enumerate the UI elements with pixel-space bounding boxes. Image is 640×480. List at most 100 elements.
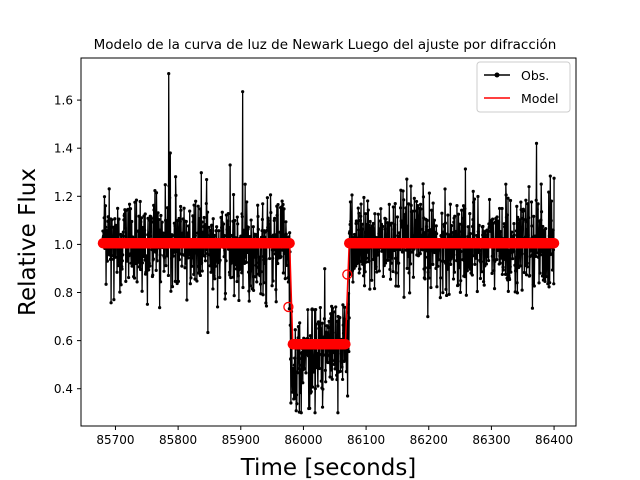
obs-point [434, 232, 439, 236]
obs-point [230, 251, 234, 256]
obs-point [486, 233, 490, 237]
obs-point [356, 259, 360, 264]
obs-point [533, 234, 537, 238]
obs-point [524, 220, 528, 224]
obs-point [530, 306, 535, 310]
obs-point [504, 193, 508, 197]
obs-point [455, 203, 459, 208]
obs-point [362, 195, 366, 200]
obs-point [138, 267, 143, 272]
obs-point [444, 261, 448, 265]
obs-point [441, 230, 445, 234]
obs-point [207, 225, 211, 230]
obs-point [396, 284, 400, 288]
obs-point [284, 232, 288, 236]
obs-point [391, 205, 395, 209]
obs-point [502, 225, 507, 229]
obs-point [236, 274, 240, 278]
model-transition-point [342, 269, 353, 280]
obs-point [401, 226, 405, 230]
obs-point [248, 234, 252, 239]
obs-point [248, 269, 253, 273]
obs-point [506, 196, 510, 200]
obs-point [330, 306, 335, 310]
obs-point [148, 264, 152, 268]
obs-point [266, 216, 270, 220]
obs-point [272, 248, 276, 252]
obs-point [324, 380, 328, 384]
obs-point [529, 200, 534, 204]
obs-point [502, 222, 506, 226]
obs-point [477, 248, 482, 253]
obs-point [349, 219, 353, 224]
obs-point [283, 277, 287, 281]
obs-point [468, 267, 472, 271]
obs-point [475, 233, 479, 238]
obs-point [372, 227, 376, 231]
obs-point [514, 229, 519, 233]
obs-point [348, 222, 352, 227]
obs-point [504, 182, 508, 186]
obs-point [264, 257, 268, 261]
obs-point [192, 272, 196, 276]
obs-point [250, 248, 254, 252]
obs-point [418, 252, 422, 256]
obs-point [497, 206, 502, 211]
obs-point [481, 224, 485, 229]
obs-point [403, 215, 407, 219]
obs-point [354, 219, 358, 223]
obs-point [166, 273, 171, 278]
obs-point [550, 268, 555, 272]
obs-point [463, 207, 467, 211]
obs-point [416, 222, 420, 227]
obs-point [306, 308, 310, 312]
obs-point [425, 218, 429, 223]
obs-point [169, 289, 173, 293]
obs-point [216, 251, 220, 255]
obs-point [381, 224, 385, 229]
obs-point [399, 222, 404, 226]
obs-point [108, 249, 112, 253]
obs-point [458, 222, 462, 226]
obs-point [515, 204, 519, 208]
obs-point [447, 233, 452, 237]
obs-point [158, 228, 162, 232]
obs-point [261, 293, 265, 297]
obs-point [115, 225, 119, 229]
obs-point [111, 225, 116, 229]
obs-point [323, 335, 327, 339]
obs-point [366, 208, 370, 212]
obs-point [266, 225, 270, 230]
obs-point [377, 269, 381, 273]
obs-point [466, 249, 470, 254]
obs-point [397, 261, 401, 265]
obs-point [514, 255, 518, 260]
obs-point [187, 230, 191, 235]
obs-point [255, 265, 259, 269]
obs-point [226, 219, 230, 223]
obs-point [516, 215, 520, 219]
obs-point [359, 214, 363, 218]
obs-point [540, 274, 545, 278]
obs-point [315, 363, 320, 368]
obs-point [419, 202, 423, 206]
obs-point [495, 257, 499, 262]
obs-point [139, 216, 144, 220]
obs-point [162, 269, 166, 273]
obs-point [429, 285, 433, 290]
x-tick-label: 86100 [347, 433, 385, 447]
obs-point [498, 229, 503, 234]
obs-point [279, 212, 284, 216]
obs-point [379, 207, 383, 211]
obs-point [258, 282, 263, 286]
obs-point [123, 234, 128, 239]
obs-point [386, 258, 390, 262]
obs-point [119, 283, 123, 287]
obs-point [425, 255, 430, 259]
obs-point [325, 331, 330, 335]
obs-point [136, 229, 140, 233]
obs-point [473, 248, 478, 252]
obs-point [503, 272, 508, 276]
obs-point [471, 189, 475, 193]
obs-point [250, 261, 254, 266]
